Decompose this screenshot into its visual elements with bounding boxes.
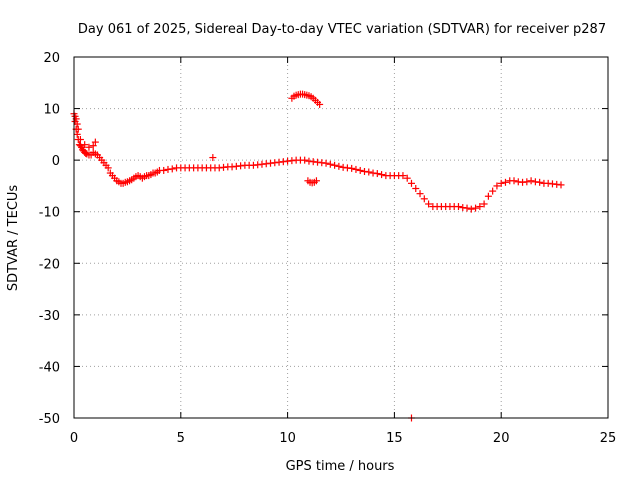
data-point [335,162,343,170]
chart-title: Day 061 of 2025, Sidereal Day-to-day VTE… [78,22,606,37]
data-point [73,120,81,128]
data-point [356,166,364,174]
y-tick-labels: 20 10 0 -10 -20 -30 -40 -50 [39,51,60,427]
data-point [76,136,84,144]
data-point [420,195,428,203]
x-tick-label: 15 [386,431,403,446]
data-point [501,178,509,186]
data-point [484,192,492,200]
data-points [70,90,565,422]
data-point [412,185,420,193]
data-point [81,141,89,149]
data-point [331,161,339,169]
data-point [76,142,84,150]
data-point [168,165,176,173]
data-point [365,168,373,176]
data-point [399,172,407,180]
data-point [497,179,505,187]
x-tick-label: 10 [279,431,296,446]
data-point [378,171,386,179]
data-point [89,142,97,150]
data-point [301,156,309,164]
data-point [463,204,471,212]
data-point [454,203,462,211]
data-point [373,170,381,178]
x-tick-label: 5 [177,431,185,446]
x-axis-label: GPS time / hours [286,459,395,474]
y-tick-label: -40 [39,360,60,375]
data-point [348,164,356,172]
data-point [527,177,535,185]
data-point [104,164,112,172]
data-point [557,181,565,189]
data-point [472,204,480,212]
y-tick-label: 10 [43,103,60,118]
data-point [316,100,324,108]
data-point [209,154,217,162]
y-tick-label: -10 [39,206,60,221]
y-tick-label: -20 [39,257,60,272]
axis-ticks [73,56,609,419]
x-tick-label: 20 [493,431,510,446]
grid-lines [74,57,608,418]
data-point [489,187,497,195]
y-axis-label: SDTVAR / TECUs [6,185,21,292]
data-point [425,200,433,208]
data-point [523,178,531,186]
data-point [74,125,82,133]
data-point [416,190,424,198]
y-tick-label: -30 [39,309,60,324]
y-tick-label: 0 [52,154,60,169]
data-point [403,174,411,182]
data-point [536,178,544,186]
x-tick-label: 25 [600,431,617,446]
data-point [326,160,334,168]
data-point [467,205,475,213]
y-tick-label: 20 [43,51,60,66]
data-point [73,130,81,138]
data-point [312,177,320,185]
x-tick-label: 0 [70,431,78,446]
data-point [85,143,93,151]
data-point [352,165,360,173]
data-point [480,200,488,208]
data-point [510,177,518,185]
data-point [476,203,484,211]
data-point [493,182,501,190]
x-tick-labels: 0 5 10 15 20 25 [70,431,616,446]
plot-frame [73,56,609,419]
data-point [91,138,99,146]
data-point [407,179,415,187]
y-tick-label: -50 [39,412,60,427]
data-point [322,159,330,167]
data-point [160,166,168,174]
